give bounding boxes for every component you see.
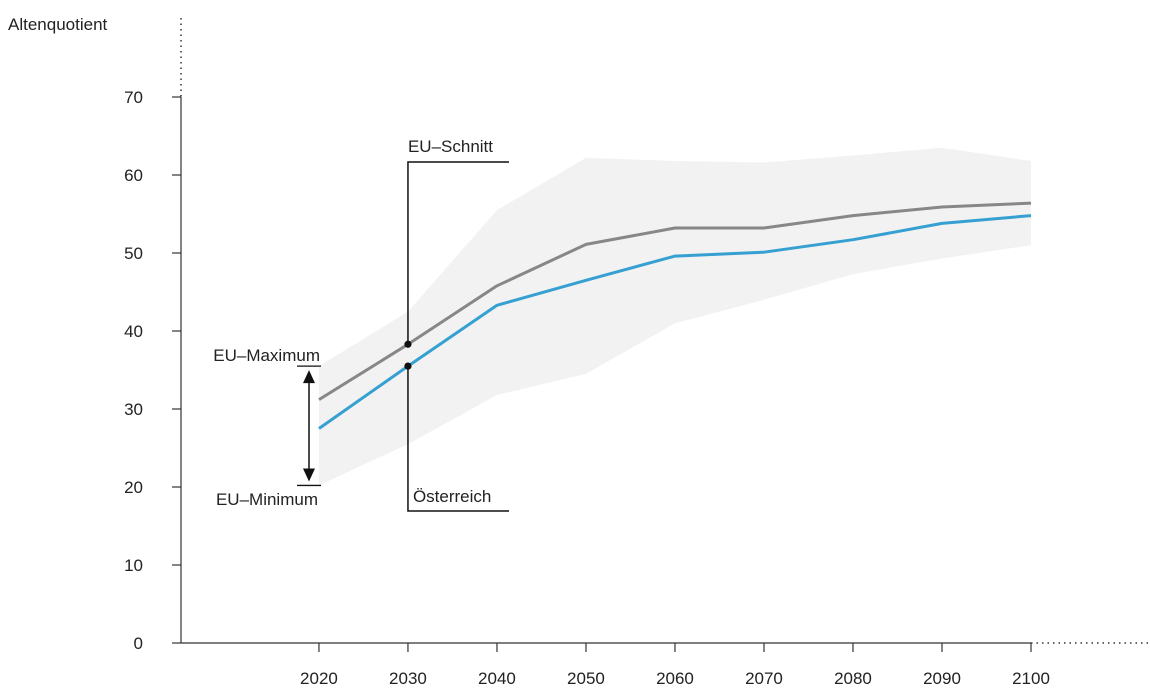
annotations: EU–Schnitt Österreich EU–Maximum EU–Minimum [213, 137, 509, 512]
eu-minimum-label: EU–Minimum [216, 490, 318, 509]
eu-range-band [319, 147, 1031, 486]
y-tick-label: 10 [124, 556, 143, 575]
x-tick-label: 2050 [567, 669, 605, 688]
x-tick-label: 2080 [834, 669, 872, 688]
y-tick-label: 70 [124, 88, 143, 107]
arrow-up-icon [303, 370, 315, 384]
x-tick-label: 2090 [923, 669, 961, 688]
series-line-oesterreich [318, 214, 1032, 430]
eu-schnitt-leader-line [407, 161, 509, 345]
x-tick-label: 2030 [389, 669, 427, 688]
eu-schnitt-label: EU–Schnitt [408, 137, 493, 156]
y-tick-label: 40 [124, 322, 143, 341]
y-axis-title: Altenquotient [8, 15, 108, 34]
range-band-layer [319, 147, 1031, 486]
y-tick-label: 0 [134, 634, 143, 653]
x-tick-label: 2060 [656, 669, 694, 688]
x-ticks: 2020 2030 2040 2050 2060 2070 2080 2090 2100 [300, 643, 1050, 688]
y-tick-label: 30 [124, 400, 143, 419]
arrow-down-icon [303, 468, 315, 482]
series-line-eu-schnitt [318, 201, 1032, 401]
oesterreich-label: Österreich [413, 487, 491, 506]
y-tick-label: 20 [124, 478, 143, 497]
eu-schnitt-point [404, 340, 412, 348]
y-tick-label: 60 [124, 166, 143, 185]
x-tick-label: 2070 [745, 669, 783, 688]
x-tick-label: 2100 [1012, 669, 1050, 688]
x-tick-label: 2020 [300, 669, 338, 688]
series-lines [318, 201, 1032, 430]
axes [180, 18, 1148, 644]
oesterreich-point [404, 362, 412, 370]
y-tick-label: 50 [124, 244, 143, 263]
eu-maximum-label: EU–Maximum [213, 346, 320, 365]
x-tick-label: 2040 [478, 669, 516, 688]
oesterreich-leader-line [407, 366, 509, 512]
y-ticks: 0 10 20 30 40 50 60 70 [124, 88, 181, 653]
